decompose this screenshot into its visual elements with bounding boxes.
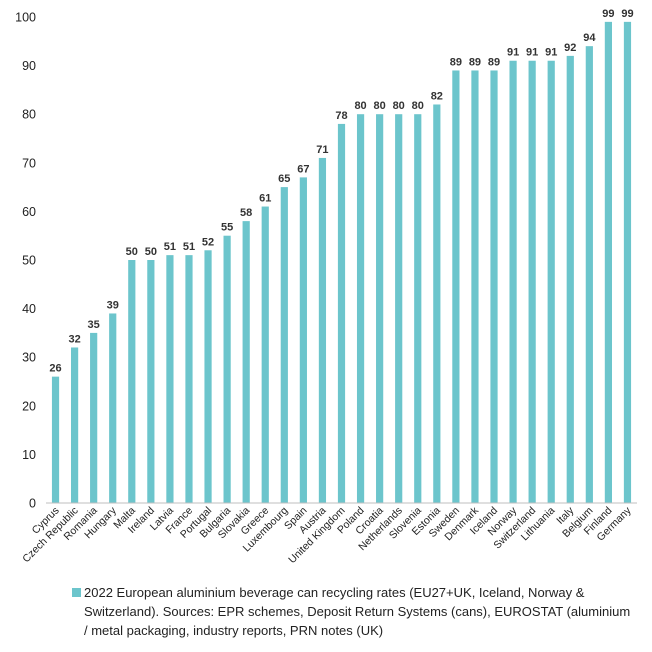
bar bbox=[490, 70, 498, 504]
data-label: 71 bbox=[316, 144, 328, 156]
bar bbox=[566, 55, 574, 503]
data-label: 39 bbox=[107, 299, 119, 311]
data-label: 61 bbox=[259, 193, 271, 205]
data-label: 35 bbox=[88, 319, 100, 331]
legend-label: 2022 European aluminium beverage can rec… bbox=[84, 585, 631, 638]
data-label: 99 bbox=[621, 8, 633, 20]
data-label: 51 bbox=[183, 241, 195, 253]
y-tick-label: 80 bbox=[22, 108, 36, 122]
y-tick-label: 50 bbox=[22, 254, 36, 268]
data-label: 91 bbox=[545, 47, 557, 59]
data-label: 52 bbox=[202, 236, 214, 248]
bar bbox=[356, 114, 365, 503]
data-label: 89 bbox=[450, 56, 462, 68]
bar bbox=[90, 332, 98, 503]
bar bbox=[185, 255, 193, 503]
data-label: 89 bbox=[469, 56, 481, 68]
bar bbox=[223, 235, 231, 503]
bar bbox=[280, 187, 288, 503]
data-label: 91 bbox=[526, 47, 538, 59]
bar bbox=[433, 104, 441, 503]
data-label: 55 bbox=[221, 222, 233, 234]
bar bbox=[70, 347, 79, 503]
data-label: 80 bbox=[354, 100, 366, 112]
data-label: 65 bbox=[278, 173, 290, 185]
data-label: 51 bbox=[164, 241, 176, 253]
bar bbox=[452, 70, 460, 504]
bars bbox=[51, 21, 632, 504]
bar bbox=[471, 70, 479, 504]
bar bbox=[528, 60, 536, 504]
data-label: 78 bbox=[335, 110, 347, 122]
y-tick-label: 20 bbox=[22, 399, 36, 413]
bar bbox=[509, 60, 517, 504]
data-label: 50 bbox=[126, 246, 138, 258]
y-tick-label: 30 bbox=[22, 351, 36, 365]
bar bbox=[166, 255, 174, 503]
data-label: 99 bbox=[602, 8, 614, 20]
y-tick-label: 70 bbox=[22, 156, 36, 170]
data-label: 89 bbox=[488, 56, 500, 68]
bar bbox=[585, 46, 593, 503]
data-label: 82 bbox=[431, 90, 443, 102]
bar bbox=[204, 250, 212, 503]
data-label: 80 bbox=[412, 100, 424, 112]
data-label: 26 bbox=[49, 363, 61, 375]
data-label: 91 bbox=[507, 47, 519, 59]
y-tick-label: 40 bbox=[22, 302, 36, 316]
data-label: 94 bbox=[583, 32, 596, 44]
legend-swatch bbox=[72, 588, 81, 597]
bar bbox=[261, 206, 269, 504]
bar bbox=[318, 157, 327, 503]
bar bbox=[376, 114, 384, 503]
legend: 2022 European aluminium beverage can rec… bbox=[72, 583, 637, 640]
bar bbox=[337, 123, 346, 504]
data-label: 32 bbox=[68, 333, 80, 345]
y-tick-label: 60 bbox=[22, 205, 36, 219]
bar bbox=[51, 376, 60, 503]
data-label: 92 bbox=[564, 42, 576, 54]
data-labels: 26 32 35 39 50 50 51 51 52 55 58 61 65 67 71 78 80 80 80 80… bbox=[49, 8, 633, 375]
y-tick-label: 100 bbox=[15, 11, 36, 25]
data-label: 80 bbox=[374, 100, 386, 112]
y-tick-label: 10 bbox=[22, 448, 36, 462]
bar bbox=[395, 114, 403, 503]
bar bbox=[242, 221, 250, 503]
bar bbox=[147, 260, 155, 503]
bar-chart: 0 10 20 30 40 50 60 70 80 90 100 26 32 35 39 50 50 51 51 5… bbox=[15, 8, 637, 566]
bar bbox=[414, 114, 422, 503]
y-tick-label: 0 bbox=[29, 497, 36, 511]
bar bbox=[109, 313, 117, 503]
bar bbox=[128, 260, 136, 503]
data-label: 50 bbox=[145, 246, 157, 258]
data-label: 80 bbox=[393, 100, 405, 112]
y-tick-label: 90 bbox=[22, 59, 36, 73]
bar bbox=[547, 60, 555, 504]
y-axis: 0 10 20 30 40 50 60 70 80 90 100 bbox=[15, 11, 36, 511]
bar bbox=[604, 21, 613, 504]
bar bbox=[623, 21, 632, 504]
data-label: 58 bbox=[240, 207, 252, 219]
bar bbox=[299, 177, 307, 503]
data-label: 67 bbox=[297, 163, 309, 175]
